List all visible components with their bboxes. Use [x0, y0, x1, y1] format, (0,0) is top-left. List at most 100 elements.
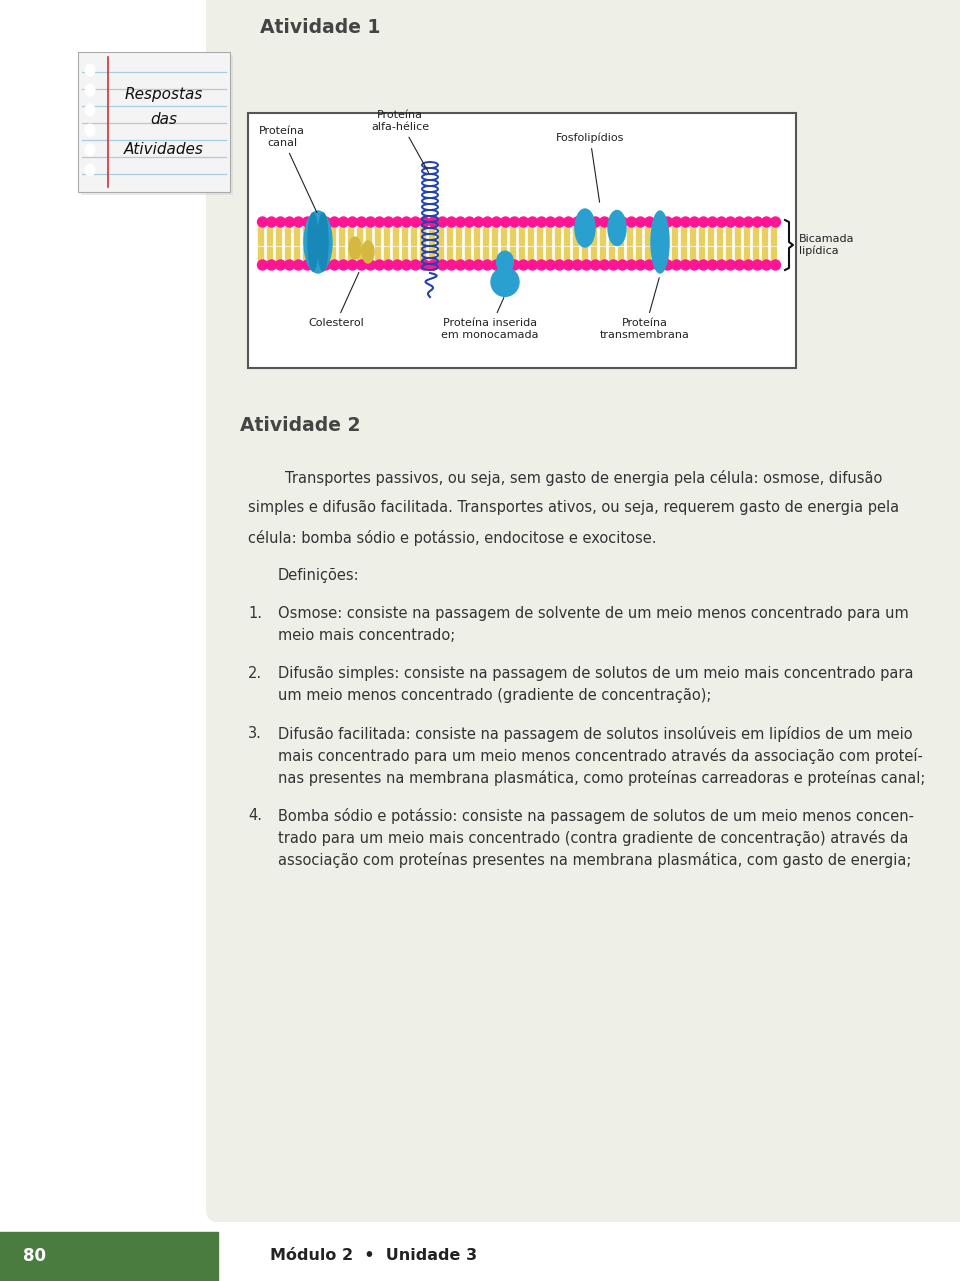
- Bar: [303, 247, 308, 265]
- Bar: [375, 247, 380, 265]
- Circle shape: [438, 216, 447, 227]
- Bar: [735, 227, 740, 245]
- Bar: [420, 227, 425, 245]
- Circle shape: [510, 260, 519, 270]
- Circle shape: [537, 216, 546, 227]
- Circle shape: [572, 216, 583, 227]
- Circle shape: [564, 216, 573, 227]
- Bar: [672, 247, 677, 265]
- Circle shape: [356, 216, 367, 227]
- Circle shape: [383, 216, 394, 227]
- Text: Definições:: Definições:: [278, 567, 360, 583]
- Bar: [267, 247, 272, 265]
- Text: Proteína inserida
em monocamada: Proteína inserida em monocamada: [442, 297, 539, 339]
- Bar: [276, 227, 281, 245]
- Text: Colesterol: Colesterol: [308, 273, 364, 328]
- Circle shape: [302, 216, 313, 227]
- Circle shape: [644, 216, 655, 227]
- Circle shape: [411, 260, 420, 270]
- Circle shape: [681, 260, 690, 270]
- Circle shape: [455, 216, 466, 227]
- Bar: [303, 227, 308, 245]
- Bar: [654, 227, 659, 245]
- Bar: [663, 247, 668, 265]
- Circle shape: [446, 216, 457, 227]
- Circle shape: [311, 260, 322, 270]
- Circle shape: [518, 260, 529, 270]
- Text: das: das: [151, 113, 178, 128]
- Circle shape: [753, 260, 762, 270]
- Bar: [762, 247, 767, 265]
- Circle shape: [627, 260, 636, 270]
- Circle shape: [617, 260, 628, 270]
- Bar: [564, 227, 569, 245]
- Bar: [582, 227, 587, 245]
- Circle shape: [734, 260, 745, 270]
- Bar: [762, 227, 767, 245]
- Circle shape: [483, 216, 492, 227]
- Bar: [429, 247, 434, 265]
- Circle shape: [383, 260, 394, 270]
- Circle shape: [339, 260, 348, 270]
- Ellipse shape: [651, 211, 669, 273]
- Circle shape: [564, 260, 573, 270]
- Circle shape: [510, 216, 519, 227]
- Ellipse shape: [308, 213, 318, 272]
- Circle shape: [699, 216, 708, 227]
- Bar: [0, 1232, 218, 1281]
- Text: trado para um meio mais concentrado (contra gradiente de concentração) através d: trado para um meio mais concentrado (con…: [278, 830, 908, 845]
- Circle shape: [438, 260, 447, 270]
- Circle shape: [743, 260, 754, 270]
- Circle shape: [609, 216, 618, 227]
- Ellipse shape: [491, 268, 519, 296]
- Circle shape: [420, 260, 429, 270]
- Bar: [699, 247, 704, 265]
- Bar: [285, 227, 290, 245]
- Circle shape: [716, 260, 727, 270]
- Bar: [420, 247, 425, 265]
- Circle shape: [627, 216, 636, 227]
- Bar: [708, 227, 713, 245]
- Bar: [510, 227, 515, 245]
- Ellipse shape: [85, 143, 95, 156]
- Text: Respostas: Respostas: [125, 87, 204, 101]
- Ellipse shape: [304, 211, 332, 273]
- Circle shape: [276, 216, 285, 227]
- Circle shape: [726, 216, 735, 227]
- Circle shape: [753, 216, 762, 227]
- Circle shape: [339, 216, 348, 227]
- Circle shape: [393, 260, 402, 270]
- Bar: [717, 247, 722, 265]
- Bar: [573, 247, 578, 265]
- Bar: [438, 247, 443, 265]
- Circle shape: [267, 260, 276, 270]
- FancyBboxPatch shape: [81, 55, 233, 195]
- Bar: [456, 247, 461, 265]
- Bar: [573, 227, 578, 245]
- Circle shape: [726, 260, 735, 270]
- Text: Proteína
transmembrana: Proteína transmembrana: [600, 278, 690, 339]
- Bar: [456, 227, 461, 245]
- Circle shape: [582, 260, 591, 270]
- Text: nas presentes na membrana plasmática, como proteínas carreadoras e proteínas can: nas presentes na membrana plasmática, co…: [278, 770, 925, 787]
- Bar: [681, 247, 686, 265]
- Ellipse shape: [608, 210, 626, 246]
- Circle shape: [473, 216, 484, 227]
- Ellipse shape: [85, 85, 95, 96]
- Text: Difusão simples: consiste na passagem de solutos de um meio mais concentrado par: Difusão simples: consiste na passagem de…: [278, 666, 914, 681]
- Circle shape: [428, 260, 439, 270]
- Bar: [294, 227, 299, 245]
- Text: meio mais concentrado;: meio mais concentrado;: [278, 628, 455, 643]
- Circle shape: [527, 260, 538, 270]
- Bar: [393, 227, 398, 245]
- Bar: [258, 227, 263, 245]
- Circle shape: [662, 216, 673, 227]
- Text: 3.: 3.: [248, 726, 262, 740]
- Bar: [483, 227, 488, 245]
- Bar: [411, 247, 416, 265]
- Bar: [537, 227, 542, 245]
- Circle shape: [599, 260, 610, 270]
- Bar: [744, 247, 749, 265]
- Circle shape: [329, 216, 340, 227]
- Circle shape: [609, 260, 618, 270]
